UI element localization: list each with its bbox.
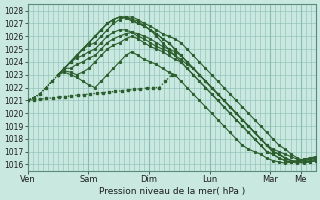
X-axis label: Pression niveau de la mer( hPa ): Pression niveau de la mer( hPa )	[99, 187, 245, 196]
